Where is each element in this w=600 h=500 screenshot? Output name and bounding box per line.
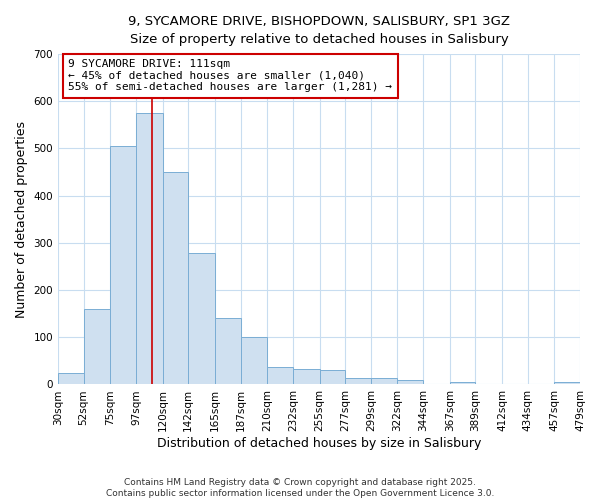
Bar bbox=[83, 309, 110, 384]
Bar bbox=[450, 382, 475, 384]
Bar bbox=[293, 369, 320, 384]
Bar bbox=[241, 338, 267, 384]
Bar bbox=[345, 378, 371, 384]
Title: 9, SYCAMORE DRIVE, BISHOPDOWN, SALISBURY, SP1 3GZ
Size of property relative to d: 9, SYCAMORE DRIVE, BISHOPDOWN, SALISBURY… bbox=[128, 15, 510, 46]
Bar bbox=[397, 380, 423, 384]
Bar bbox=[188, 254, 215, 384]
Bar bbox=[215, 318, 241, 384]
Text: Contains HM Land Registry data © Crown copyright and database right 2025.
Contai: Contains HM Land Registry data © Crown c… bbox=[106, 478, 494, 498]
Bar bbox=[320, 370, 345, 384]
Bar bbox=[163, 172, 188, 384]
X-axis label: Distribution of detached houses by size in Salisbury: Distribution of detached houses by size … bbox=[157, 437, 481, 450]
Bar bbox=[554, 382, 580, 384]
Bar bbox=[136, 113, 163, 384]
Bar bbox=[110, 146, 136, 384]
Bar bbox=[267, 367, 293, 384]
Text: 9 SYCAMORE DRIVE: 111sqm
← 45% of detached houses are smaller (1,040)
55% of sem: 9 SYCAMORE DRIVE: 111sqm ← 45% of detach… bbox=[68, 59, 392, 92]
Y-axis label: Number of detached properties: Number of detached properties bbox=[15, 121, 28, 318]
Bar bbox=[371, 378, 397, 384]
Bar bbox=[58, 372, 83, 384]
